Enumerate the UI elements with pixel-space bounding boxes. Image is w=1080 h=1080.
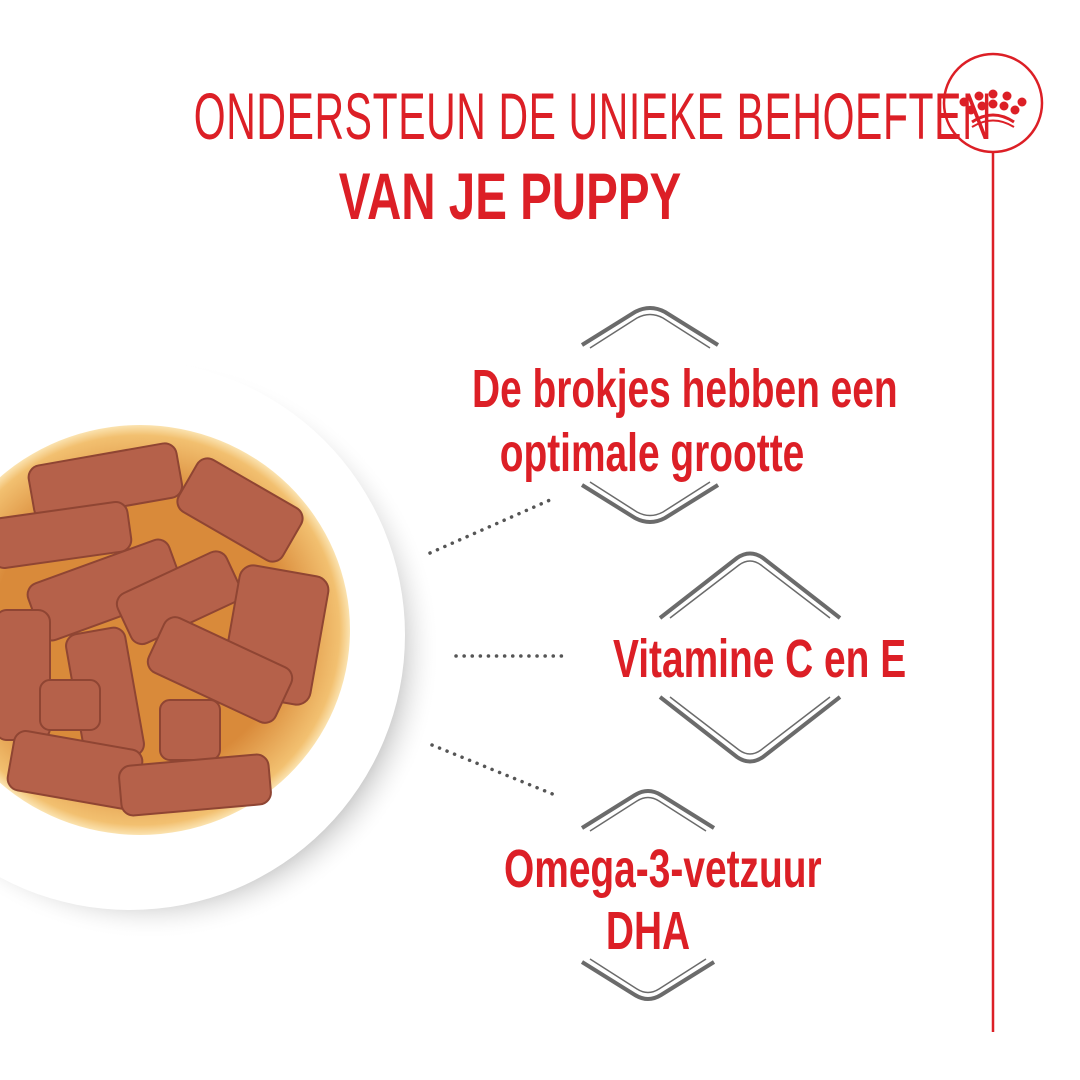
page-title-line1: ONDERSTEUN DE UNIEKE BEHOEFTEN — [193, 79, 993, 153]
benefit-brackets — [580, 306, 842, 1001]
benefit-1-line1: De brokjes hebben een — [472, 359, 898, 419]
page-title-line2: VAN JE PUPPY — [338, 159, 682, 233]
benefit-3-line2: DHA — [605, 901, 691, 961]
benefit-2: Vitamine C en E — [613, 629, 907, 689]
dotted-connectors — [428, 498, 564, 797]
food-bowl-image — [0, 360, 440, 940]
royal-canin-logo — [942, 52, 1044, 1032]
crown-icon — [959, 89, 1027, 115]
benefit-1-line2: optimale grootte — [499, 423, 805, 483]
benefit-3-line1: Omega-3-vetzuur — [504, 839, 822, 899]
